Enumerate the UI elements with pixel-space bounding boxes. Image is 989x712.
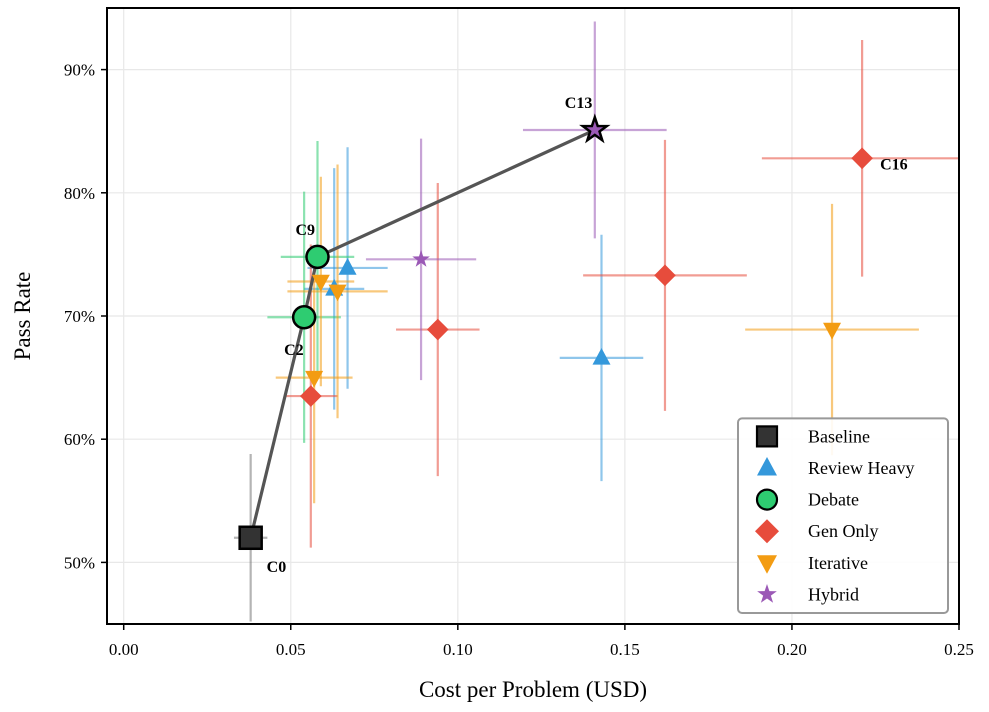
marker xyxy=(412,250,430,267)
legend-marker xyxy=(757,584,777,603)
y-tick-label: 50% xyxy=(64,553,95,572)
marker xyxy=(305,244,330,270)
legend-marker xyxy=(757,555,777,574)
annotation: C0 xyxy=(267,559,287,576)
marker xyxy=(338,258,357,275)
plot-area xyxy=(233,21,959,622)
marker xyxy=(291,304,317,330)
x-axis-label: Cost per Problem (USD) xyxy=(419,677,647,702)
legend-label: Debate xyxy=(808,490,859,510)
legend-label: Hybrid xyxy=(808,584,859,604)
plot-frame xyxy=(106,7,960,625)
legend-marker xyxy=(755,519,779,544)
legend-label: Iterative xyxy=(808,553,868,573)
legend-marker xyxy=(755,425,779,448)
y-tick-label: 80% xyxy=(64,184,95,203)
x-tick-label: 0.15 xyxy=(610,640,640,659)
marker xyxy=(300,385,322,407)
annotation: C16 xyxy=(880,156,908,173)
marker xyxy=(426,318,449,341)
y-tick-label: 60% xyxy=(64,430,95,449)
x-tick-label: 0.10 xyxy=(443,640,473,659)
marker xyxy=(851,147,873,170)
legend-label: Review Heavy xyxy=(808,458,914,478)
marker xyxy=(238,525,263,551)
legend-frame xyxy=(737,417,949,614)
annotation: C13 xyxy=(565,95,593,112)
x-tick-label: 0.20 xyxy=(777,640,807,659)
marker xyxy=(592,347,611,365)
y-tick-label: 90% xyxy=(64,61,95,80)
marker xyxy=(328,284,347,302)
y-axis-label: Pass Rate xyxy=(10,272,35,361)
x-tick-label: 0.05 xyxy=(276,640,306,659)
x-tick-label: 0.25 xyxy=(944,640,974,659)
legend-marker xyxy=(755,488,779,511)
annotation: C9 xyxy=(295,222,315,239)
marker xyxy=(579,113,611,144)
frontier-line xyxy=(249,128,596,539)
annotation: C2 xyxy=(284,342,304,359)
y-tick-label: 70% xyxy=(64,307,95,326)
marker xyxy=(311,274,330,292)
legend-label: Baseline xyxy=(808,426,870,446)
x-tick-label: 0.00 xyxy=(109,640,139,659)
legend-label: Gen Only xyxy=(808,521,879,541)
marker xyxy=(823,322,842,340)
marker xyxy=(305,370,324,388)
marker xyxy=(654,264,676,287)
legend-marker xyxy=(757,457,777,476)
